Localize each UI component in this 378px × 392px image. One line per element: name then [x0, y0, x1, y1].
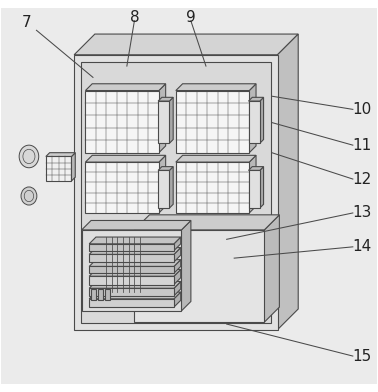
Bar [91, 289, 96, 299]
Bar [85, 162, 159, 213]
Polygon shape [135, 215, 279, 230]
Polygon shape [264, 215, 279, 322]
Text: 8: 8 [130, 10, 139, 25]
Polygon shape [249, 155, 256, 213]
Polygon shape [89, 269, 181, 276]
Polygon shape [159, 84, 166, 153]
Polygon shape [46, 153, 75, 156]
Text: 14: 14 [353, 240, 372, 254]
Bar [98, 289, 103, 299]
Bar [89, 267, 174, 273]
Polygon shape [174, 292, 181, 307]
Text: 9: 9 [186, 10, 196, 25]
Polygon shape [176, 84, 256, 91]
Polygon shape [89, 281, 181, 288]
Bar [89, 244, 174, 250]
Text: 13: 13 [353, 205, 372, 220]
Bar [46, 156, 71, 181]
Bar [89, 288, 174, 296]
Polygon shape [169, 97, 173, 143]
Polygon shape [158, 167, 173, 171]
Bar [89, 276, 174, 285]
Bar [176, 91, 249, 153]
Ellipse shape [19, 145, 39, 168]
Bar [248, 171, 260, 208]
Polygon shape [176, 155, 256, 162]
Polygon shape [85, 84, 166, 91]
Polygon shape [169, 167, 173, 208]
Text: 7: 7 [22, 15, 32, 30]
Bar [85, 91, 159, 153]
Polygon shape [277, 34, 298, 330]
Polygon shape [85, 155, 166, 162]
Ellipse shape [21, 187, 37, 205]
Polygon shape [260, 167, 263, 208]
Polygon shape [174, 248, 181, 262]
Bar [74, 55, 277, 330]
Polygon shape [89, 260, 181, 267]
Bar [89, 299, 174, 307]
Polygon shape [181, 220, 191, 311]
Polygon shape [174, 269, 181, 285]
Bar [89, 254, 174, 262]
Text: 12: 12 [353, 172, 372, 187]
Polygon shape [89, 237, 181, 244]
Polygon shape [249, 84, 256, 153]
Bar [158, 171, 169, 208]
Text: 10: 10 [353, 102, 372, 117]
Bar [176, 162, 249, 213]
Polygon shape [174, 260, 181, 273]
Polygon shape [174, 281, 181, 296]
Polygon shape [260, 97, 263, 143]
Polygon shape [74, 34, 298, 55]
Bar [81, 62, 271, 323]
Polygon shape [71, 153, 75, 181]
Bar [158, 101, 169, 143]
Polygon shape [248, 167, 263, 171]
Polygon shape [159, 155, 166, 213]
Polygon shape [248, 97, 263, 101]
Polygon shape [89, 248, 181, 254]
Text: 15: 15 [353, 348, 372, 363]
Polygon shape [174, 237, 181, 250]
Polygon shape [89, 292, 181, 299]
Polygon shape [158, 97, 173, 101]
Bar [82, 230, 181, 311]
Bar [135, 230, 264, 322]
Polygon shape [82, 220, 191, 230]
Text: 11: 11 [353, 138, 372, 152]
Bar [105, 289, 110, 299]
Bar [248, 101, 260, 143]
